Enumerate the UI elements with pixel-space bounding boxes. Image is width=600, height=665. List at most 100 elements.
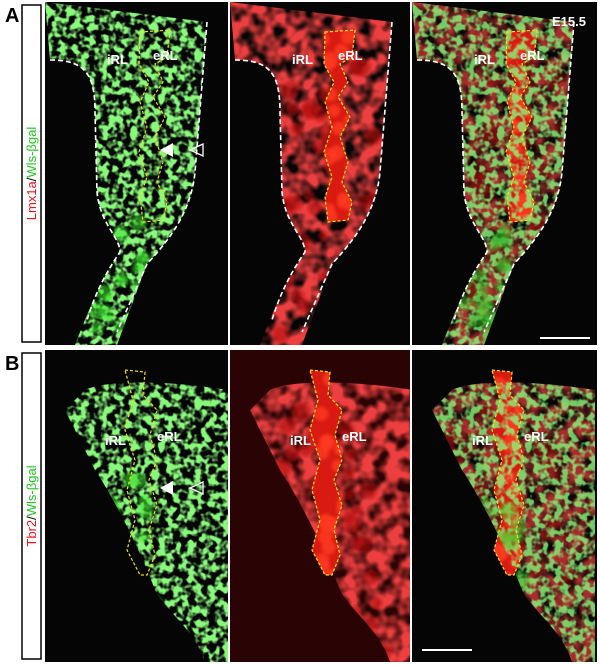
stain-red: Lmx1a: [24, 180, 39, 220]
stain-green: Wls-βgal: [24, 465, 39, 516]
micrograph: iRL eRL: [230, 2, 410, 345]
green-patch: [510, 519, 527, 537]
boundary-dashed: [234, 59, 306, 321]
red-cell: [337, 192, 349, 204]
stain-label-box: [21, 352, 42, 660]
red-cell: [281, 81, 300, 100]
red-cell: [324, 32, 330, 47]
erl-label: eRL: [338, 48, 363, 63]
micrograph: iRL eRL: [45, 350, 228, 662]
stain-green: Wls-βgal: [24, 127, 39, 178]
red-cell: [327, 104, 341, 117]
green-patch: [122, 472, 139, 488]
panel-letter: B: [5, 353, 19, 375]
rl-outline: [309, 369, 343, 576]
red-cell: [292, 402, 311, 421]
red-cell: [278, 417, 296, 435]
stain-label: Lmx1a/Wls-βgal: [24, 127, 39, 221]
erl-label: eRL: [520, 48, 545, 63]
green-patch: [137, 252, 148, 263]
red-cell: [352, 505, 363, 516]
stain-label-box: [21, 4, 42, 343]
green-patch: [475, 281, 489, 295]
red-cell: [303, 190, 315, 202]
green-patch: [117, 275, 129, 287]
green-patch: [473, 291, 493, 311]
green-patch: [130, 279, 141, 290]
green-patch: [138, 494, 152, 509]
arrowhead-open: [188, 142, 204, 158]
red-cell: [318, 434, 336, 451]
red-cell: [358, 194, 374, 211]
red-cell: [340, 30, 355, 45]
green-patch: [103, 293, 112, 302]
stain-label: Tbr2/Wls-βgal: [24, 465, 39, 546]
red-cell: [312, 139, 328, 155]
green-patch: [495, 258, 510, 273]
stain-slash: /: [24, 177, 39, 181]
red-cell: [334, 43, 349, 59]
red-cell: [307, 200, 323, 215]
stain-slash: /: [24, 516, 39, 520]
red-cell: [364, 127, 383, 146]
red-cell: [356, 536, 373, 553]
boundary-dashed: [483, 21, 575, 333]
arrowhead-filled: [160, 481, 173, 495]
green-patch: [474, 270, 487, 283]
arrowhead-open: [188, 480, 204, 496]
rl-outline: [138, 29, 171, 223]
red-cell: [272, 325, 290, 343]
green-patch: [113, 226, 129, 242]
irl-label: iRL: [290, 433, 311, 448]
boundary-dashed: [116, 21, 208, 333]
green-patch: [479, 496, 489, 506]
green-patch: [106, 315, 115, 325]
green-patch: [137, 531, 149, 543]
boundary-dashed: [301, 21, 393, 333]
irl-label: iRL: [474, 52, 495, 67]
green-patch: [501, 238, 513, 250]
erl-label: eRL: [524, 429, 549, 444]
irl-label: iRL: [292, 52, 313, 67]
micrograph: iRL eRL: [412, 350, 597, 662]
red-cell: [290, 289, 305, 303]
red-cell: [370, 597, 383, 609]
boundary-dashed: [49, 59, 121, 321]
irl-label: iRL: [107, 52, 128, 67]
red-cell: [285, 102, 300, 117]
green-patch: [508, 533, 519, 543]
stain-red: Tbr2: [24, 520, 39, 547]
green-patch: [500, 227, 513, 241]
micrograph: iRL eRL: [230, 350, 410, 662]
boundary-dashed: [416, 59, 488, 321]
red-cell: [343, 467, 355, 479]
red-cell: [313, 106, 329, 122]
red-cell: [313, 406, 329, 422]
green-patch: [87, 301, 105, 320]
red-cell: [360, 482, 377, 499]
red-cell: [343, 489, 355, 501]
arrowhead-filled: [160, 143, 173, 157]
rl-outline: [124, 369, 158, 576]
stage-label: E15.5: [552, 14, 586, 29]
red-cell: [343, 510, 355, 522]
rl-outline: [323, 29, 356, 223]
red-cell: [337, 421, 355, 440]
red-cell: [344, 449, 357, 462]
red-cell: [331, 121, 346, 136]
green-patch: [488, 241, 499, 252]
erl-label: eRL: [157, 429, 182, 444]
red-cell: [363, 569, 379, 585]
red-cell: [297, 439, 315, 457]
red-cell: [329, 145, 345, 161]
rl-outline: [491, 369, 525, 576]
green-patch: [90, 321, 104, 335]
rl-outline: [505, 29, 538, 223]
erl-label: eRL: [153, 48, 178, 63]
red-cell: [318, 230, 329, 241]
red-cell: [284, 447, 300, 462]
red-cell: [352, 58, 371, 77]
irl-label: iRL: [105, 433, 126, 448]
irl-label: iRL: [472, 433, 493, 448]
